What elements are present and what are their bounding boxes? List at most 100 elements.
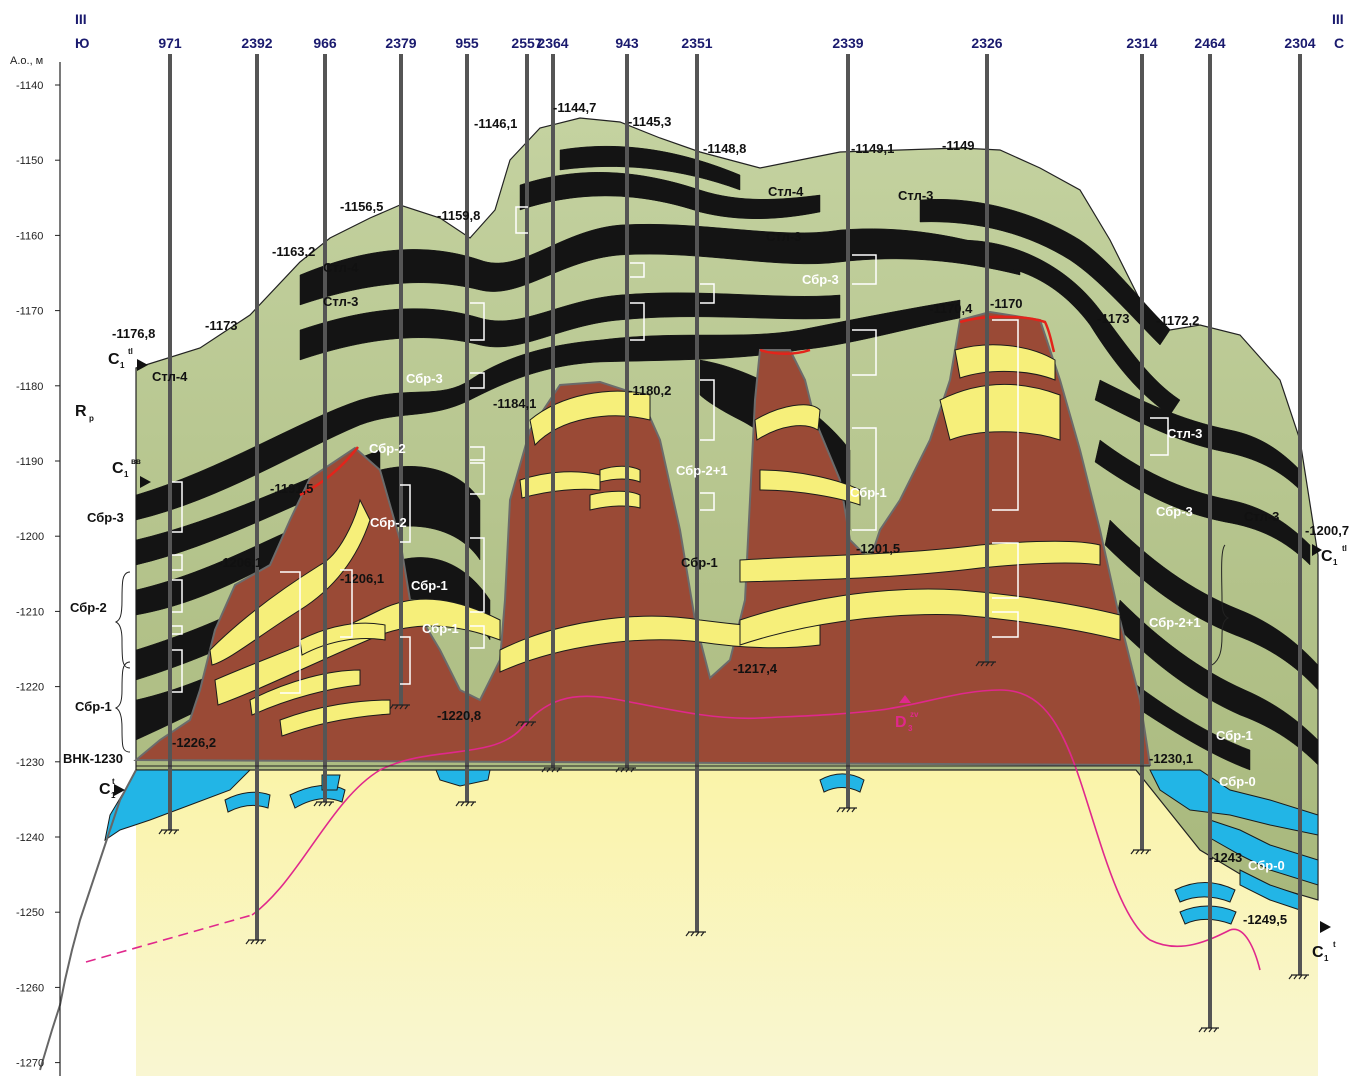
elevation-label: -1173 [1097,311,1130,326]
well-bottom-marker [158,829,179,835]
c1-sup: t [112,777,115,786]
brown-reservoir-bodies [133,310,1152,767]
layer-label: Сбр-1 [681,555,718,570]
rp-sub: р [89,414,94,423]
axis-tick-label: -1160 [16,230,43,242]
well-label: 2326 [971,35,1002,51]
well-label: 971 [158,35,182,51]
layer-label: Сбр-3 [1156,504,1193,519]
layer-label: Сбр-2 [70,600,107,615]
d3-sub: 3 [908,724,913,733]
elevation-label: -1145,3 [628,114,671,129]
elevation-label: -1191,5 [270,481,313,496]
layer-label: Стл-3 [1167,426,1202,441]
well-label: 2557 [511,35,542,51]
right-section-roman: III [1332,11,1344,27]
layer-label: Сбр-2 [370,515,407,530]
red-top-left [299,446,359,497]
c1-tl-right: C [1321,548,1333,565]
elevation-label: -1206,1 [218,555,262,570]
perforation-intervals [172,206,1169,694]
layer-label: Стл-4 [768,184,804,199]
axis-tick-label: -1260 [16,982,44,994]
well-label: 2379 [385,35,416,51]
d3zv-boundary-line [251,689,1261,971]
rp-label: R [75,403,87,420]
well-bottom-marker [245,939,266,945]
elevation-labels: -1176,8 -1173 -1163,2 -1156,5 -1159,8 -1… [112,100,1349,927]
well-bottom-marker [836,807,857,813]
axis-tick-label: -1240 [16,832,44,844]
well-bottom-marker [541,767,562,773]
axis-tick-label: -1140 [16,80,43,92]
axis-tick-label: -1270 [16,1058,44,1070]
axis-tick-label: -1190 [16,456,43,468]
elevation-label: -1220,8 [437,708,481,723]
layer-label: Сбр-2 [369,441,406,456]
well-bottom-marker [685,931,706,937]
elevation-label: -1149,1 [851,141,894,156]
d3zv-marker-triangle [899,695,911,703]
left-fault-line [39,769,137,1071]
layer-label: Сбр-1 [422,621,459,636]
elevation-label: -1159,8 [437,208,480,223]
layer-label: Сбр-1 [411,578,448,593]
depth-axis: А.о., м [10,55,61,1076]
well-label: 2464 [1194,35,1225,51]
elevation-label: -1206,1 [340,571,384,586]
axis-title: А.о., м [10,55,43,67]
elevation-label: -1163,2 [272,244,315,259]
water-saturated-layer [104,769,1319,925]
red-top-mid [759,348,811,355]
layer-label: Стл-3 [1244,509,1279,524]
layer-label: Сбр-0 [1219,774,1256,789]
c1-t-right: C [1312,944,1324,961]
layer-label: Стл-4 [323,260,359,275]
layer-labels: Стл-4 Стл-3 Стл-3 Стл-4 Стл-3 Стл-4 Стл-… [70,184,1285,873]
c1-sup: t [1333,940,1336,949]
layer-label: Сбр-1 [75,699,112,714]
axis-tick-label: -1230 [16,757,44,769]
well-label: 2314 [1126,35,1157,51]
axis-tick-label: -1170 [16,306,43,318]
well-bottom-marker [515,721,536,727]
c1-sub: 1 [111,791,116,800]
marker-triangle [1320,921,1331,933]
layer-label: Сбр-3 [87,510,124,525]
c1-sub: 1 [124,470,129,479]
axis-tick-label: -1180 [16,381,43,393]
c1-bb-left: C [112,460,124,477]
c1-sup: tl [1342,544,1347,553]
layer-label: Сбр-1 [1216,728,1253,743]
layer-label: Стл-3 [898,188,933,203]
elevation-label: -1146,1 [474,116,517,131]
c1-sub: 1 [120,361,125,370]
layer-label: Стл-3 [323,294,358,309]
well-bottom-marker [389,704,410,710]
d3zv-dashed-extension [85,914,253,963]
left-section-roman: III [75,11,87,27]
elevation-label: -1226,2 [172,735,216,750]
well-bottom-marker [975,661,996,667]
axis-tick-label: -1210 [16,606,44,618]
well-bottom-marker [1130,849,1151,855]
well-bottom-marker [455,801,476,807]
c1-t-left: C [99,781,111,798]
c1-tl-left: C [108,351,120,368]
layer-label: Стл-4 [152,369,188,384]
layer-label: Сбр-2+1 [676,463,728,478]
elevation-label: -1149 [942,138,975,153]
layer-label: Сбр-1 [850,485,887,500]
c1-sup: вв [131,457,141,466]
elevation-label: -1173 [205,318,238,333]
yellow-sand-lenses [209,344,1121,737]
axis-tick-label: -1250 [16,907,44,919]
well-label: 943 [615,35,639,51]
elevation-label: -1172,2 [1156,313,1199,328]
well-label: 2351 [681,35,712,51]
well-bottom-marker [313,801,334,807]
elevation-label: -1243 [1209,850,1242,865]
elevation-label: -1249,5 [1243,912,1287,927]
